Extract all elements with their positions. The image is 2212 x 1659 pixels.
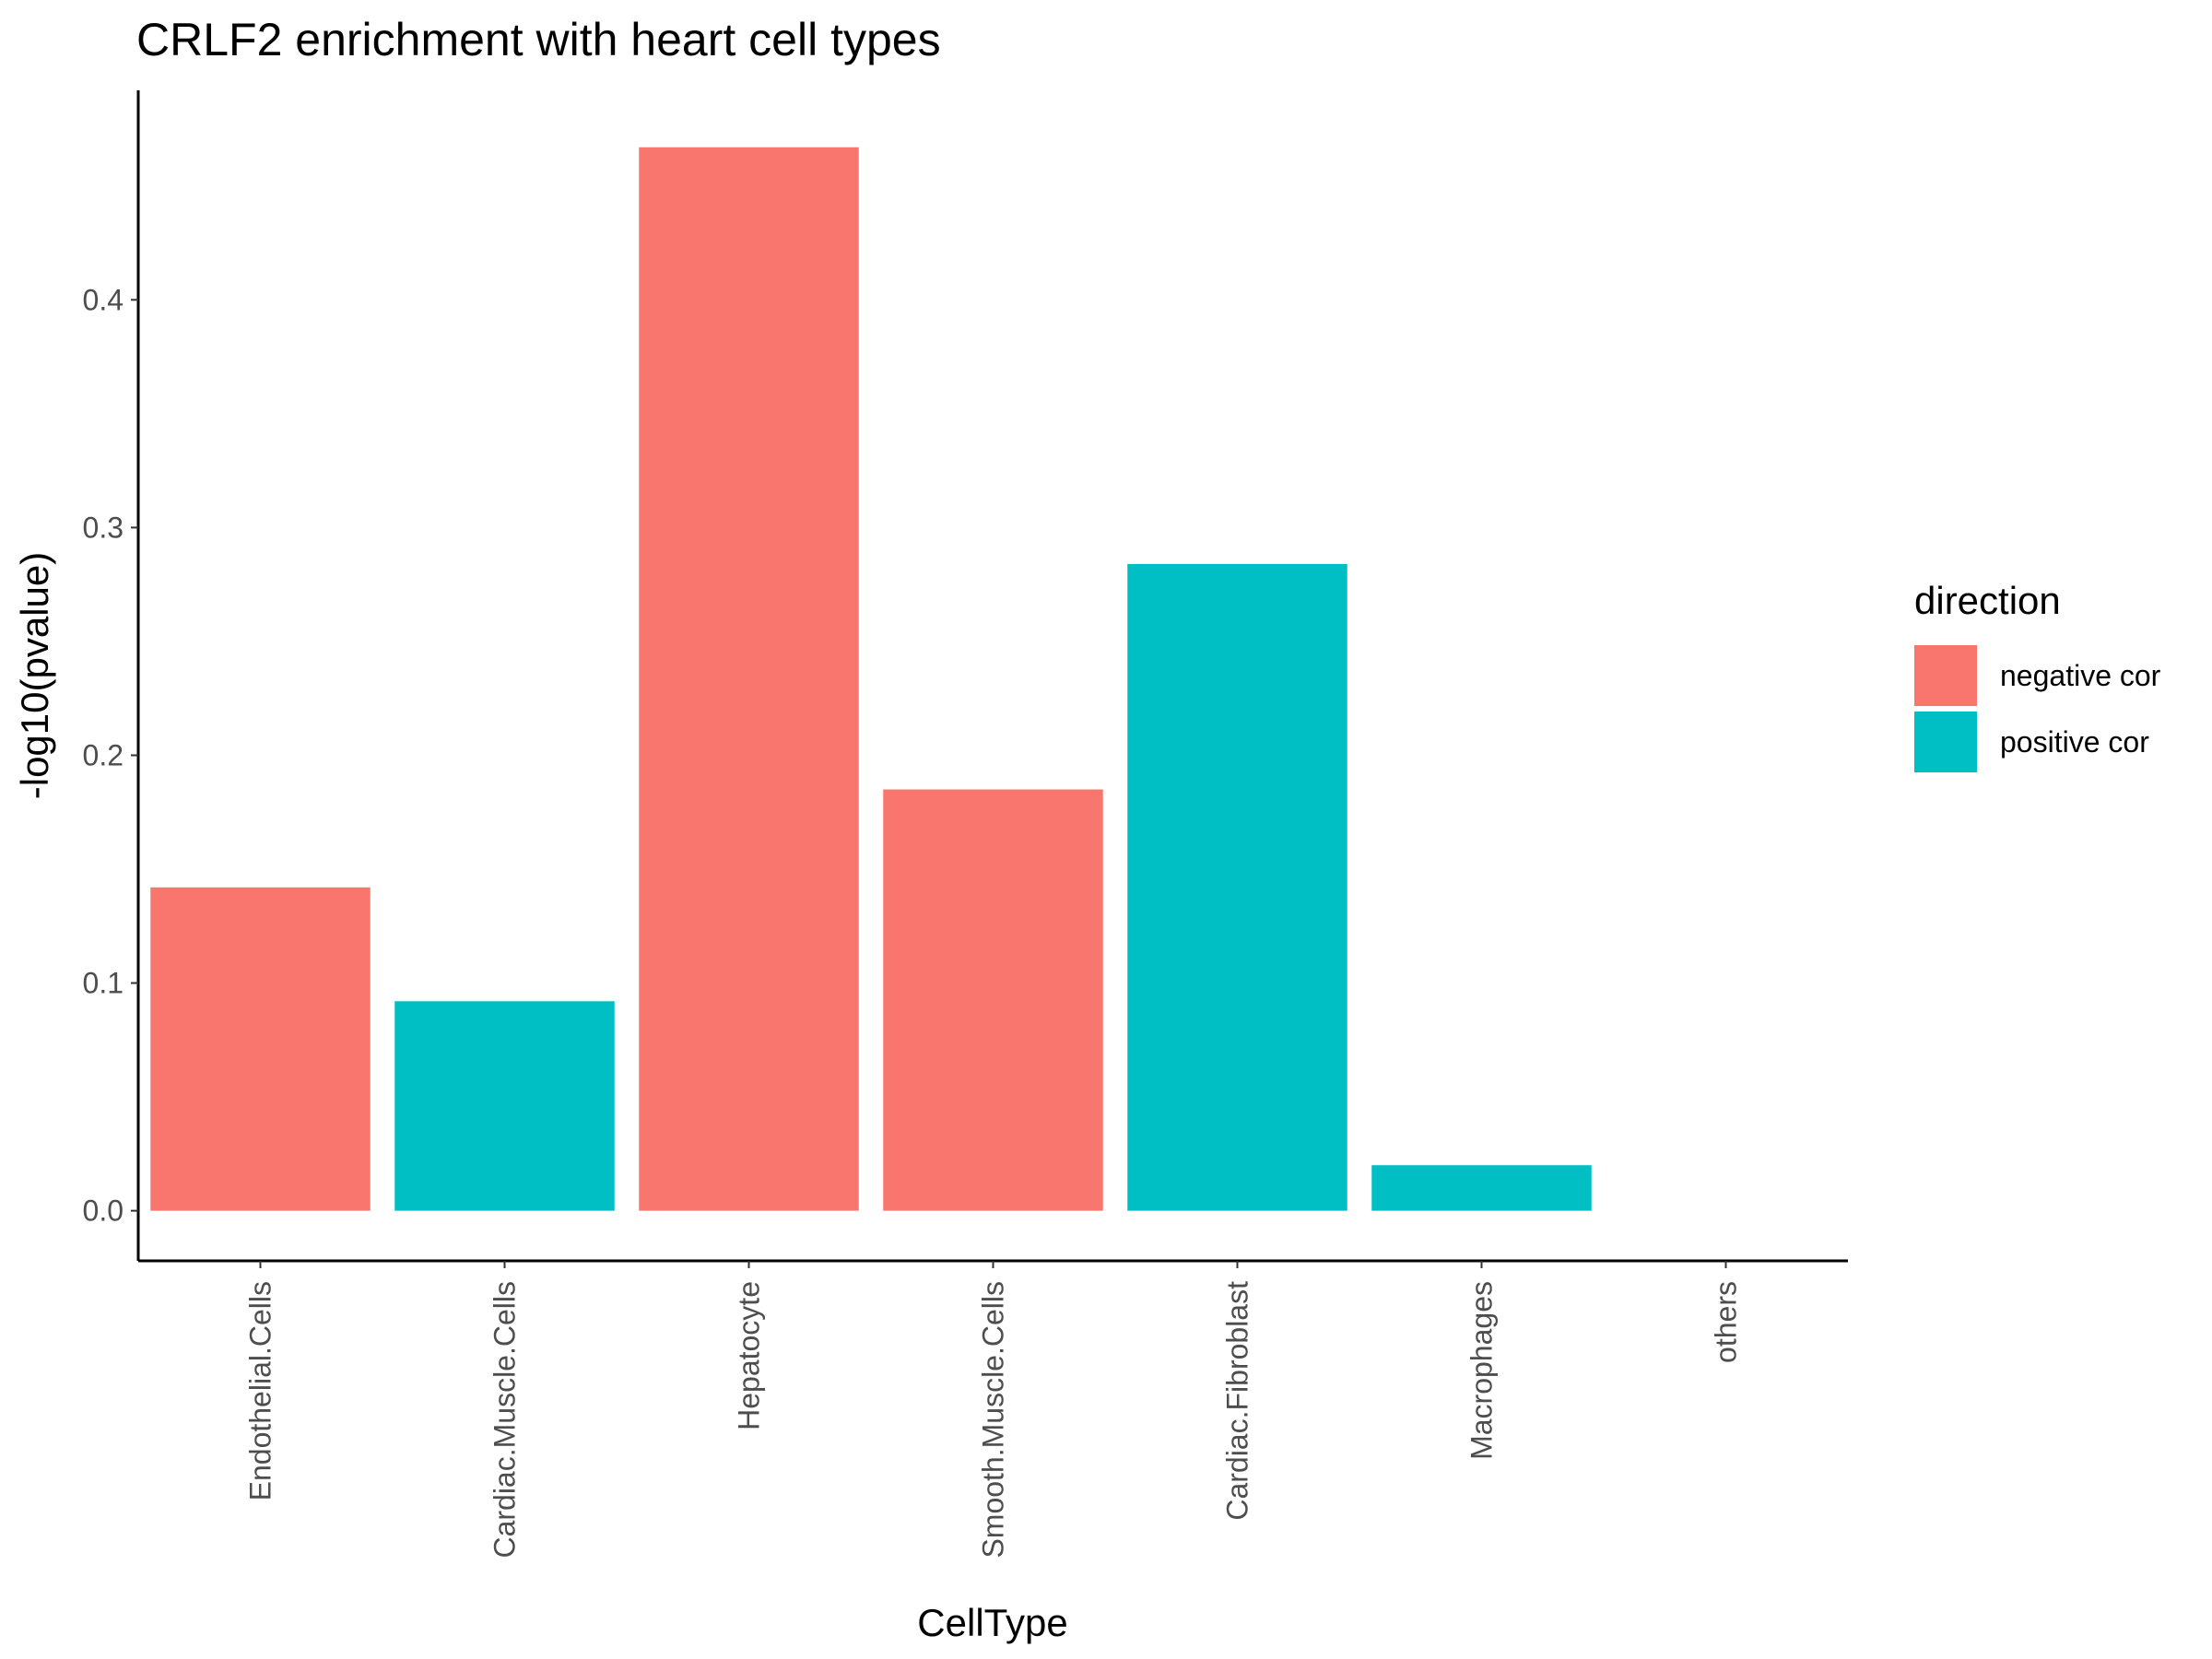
x-tick-label: Macrophages — [1465, 1281, 1499, 1460]
y-tick-label: 0.2 — [83, 738, 124, 771]
legend-title: direction — [1914, 579, 2061, 622]
bar-smooth-muscle-cells — [883, 789, 1103, 1211]
x-tick-label: Cardiac.Muscle.Cells — [488, 1281, 522, 1559]
bar-hepatocyte — [639, 147, 859, 1211]
x-tick-label: Endothelial.Cells — [244, 1281, 277, 1500]
y-tick-label: 0.3 — [83, 511, 124, 544]
x-tick-label: Hepatocyte — [733, 1281, 766, 1430]
legend-key-negative-cor — [1914, 645, 1977, 706]
legend-key-positive-cor — [1914, 712, 1977, 772]
x-tick-label: Cardiac.Fibroblast — [1221, 1281, 1254, 1521]
legend: direction negative cor positive cor — [1914, 579, 2161, 772]
x-tick-label: Smooth.Muscle.Cells — [977, 1281, 1010, 1559]
x-axis-title: CellType — [917, 1601, 1067, 1644]
chart-title: CRLF2 enrichment with heart cell types — [136, 14, 941, 65]
y-axis-ticks: 0.0 0.1 0.2 0.3 0.4 — [83, 283, 138, 1228]
bar-endothelial-cells — [150, 887, 371, 1211]
bar-cardiac-fibroblast — [1127, 563, 1347, 1211]
legend-label: positive cor — [2000, 725, 2149, 759]
legend-label: negative cor — [2000, 659, 2161, 692]
x-axis-ticks: Endothelial.Cells Cardiac.Muscle.Cells Hep… — [244, 1261, 1743, 1559]
bar-cardiac-muscle-cells — [394, 1001, 615, 1211]
y-tick-label: 0.1 — [83, 967, 124, 1000]
y-tick-label: 0.0 — [83, 1194, 124, 1228]
x-tick-label: others — [1710, 1281, 1743, 1363]
y-axis-title: -log10(pvalue) — [13, 552, 56, 800]
y-tick-label: 0.4 — [83, 283, 124, 316]
bar-macrophages — [1371, 1165, 1592, 1211]
plot-area — [150, 147, 1592, 1211]
